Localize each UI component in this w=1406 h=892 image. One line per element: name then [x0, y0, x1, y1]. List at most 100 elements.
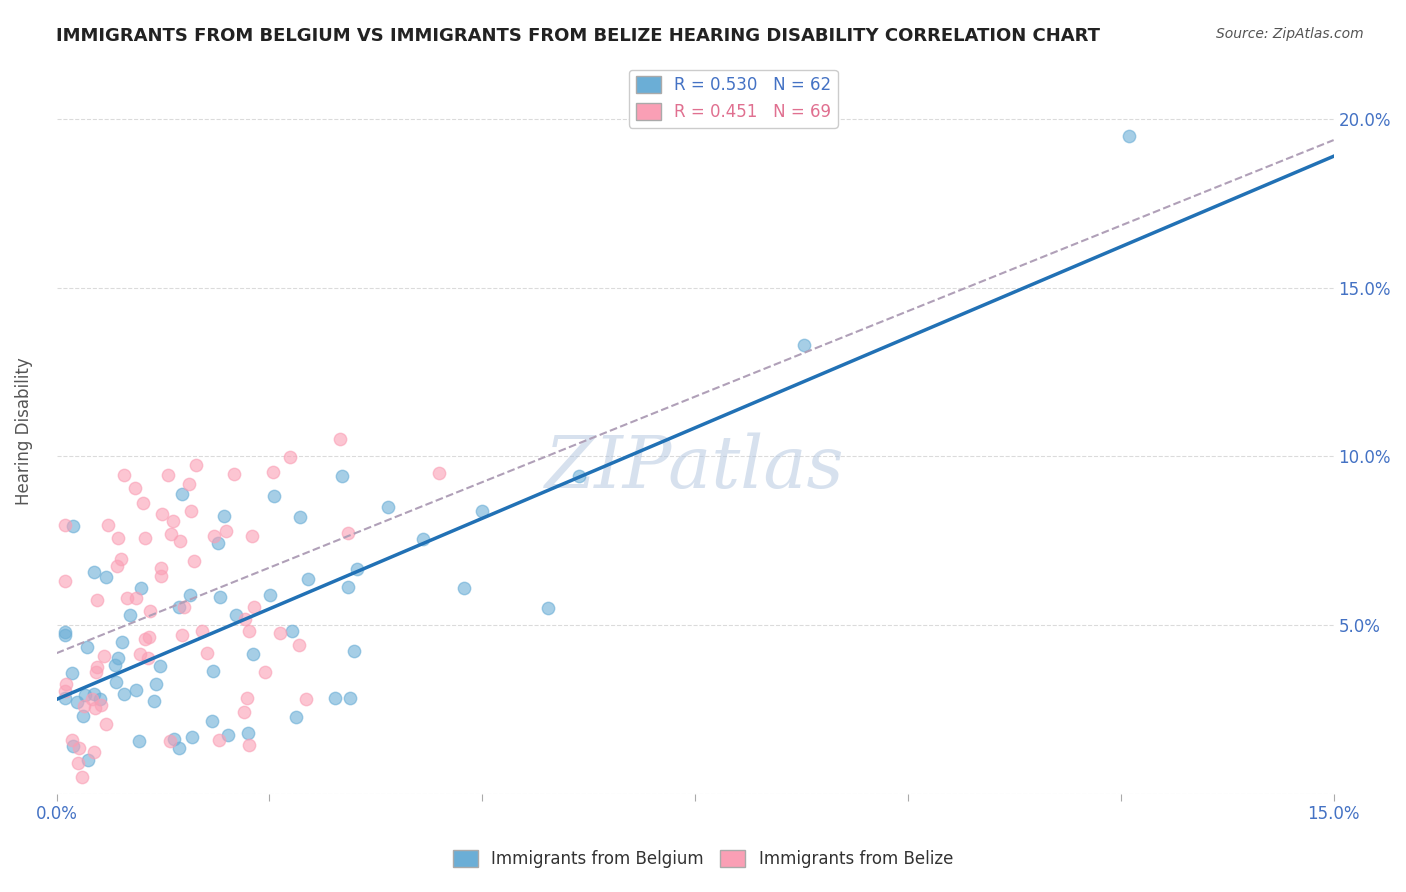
Point: [67, 756, 90, 770]
Point: [336, 580, 359, 594]
Point: [173, 599, 195, 614]
Point: [93, 649, 115, 664]
Point: [134, 531, 156, 545]
Text: ZIPatlas: ZIPatlas: [546, 432, 845, 502]
Y-axis label: Hearing Disability: Hearing Disability: [15, 357, 32, 505]
Point: [86, 660, 108, 674]
Point: [73, 688, 96, 702]
Point: [149, 560, 172, 574]
Point: [202, 664, 225, 678]
Point: [124, 591, 146, 606]
Point: [180, 504, 202, 518]
Point: [184, 458, 207, 473]
Point: [129, 647, 152, 661]
Point: [136, 651, 159, 665]
Point: [112, 468, 135, 483]
Point: [169, 534, 191, 549]
Point: [53, 518, 76, 533]
Point: [162, 514, 184, 528]
Point: [236, 690, 259, 705]
Point: [124, 481, 146, 495]
Point: [377, 500, 399, 515]
Point: [67, 741, 90, 756]
Point: [240, 529, 263, 543]
Point: [90, 698, 112, 712]
Point: [215, 524, 238, 539]
Point: [179, 477, 201, 491]
Point: [128, 734, 150, 748]
Point: [233, 705, 256, 719]
Point: [72, 708, 94, 723]
Point: [139, 604, 162, 618]
Point: [412, 532, 434, 546]
Point: [793, 338, 815, 352]
Point: [263, 489, 285, 503]
Point: [70, 770, 93, 784]
Point: [80, 692, 103, 706]
Point: [339, 691, 361, 706]
Point: [242, 647, 264, 661]
Point: [163, 732, 186, 747]
Point: [110, 552, 132, 566]
Point: [62, 732, 84, 747]
Point: [149, 659, 172, 673]
Point: [86, 592, 108, 607]
Point: [94, 570, 117, 584]
Point: [297, 572, 319, 586]
Point: [62, 739, 84, 753]
Point: [138, 630, 160, 644]
Point: [142, 694, 165, 708]
Point: [134, 632, 156, 646]
Point: [149, 568, 172, 582]
Point: [83, 687, 105, 701]
Legend: Immigrants from Belgium, Immigrants from Belize: Immigrants from Belgium, Immigrants from…: [446, 843, 960, 875]
Point: [89, 692, 111, 706]
Point: [346, 562, 368, 576]
Point: [238, 624, 260, 639]
Point: [131, 581, 153, 595]
Point: [112, 687, 135, 701]
Point: [253, 665, 276, 679]
Point: [343, 644, 366, 658]
Point: [83, 745, 105, 759]
Point: [53, 574, 76, 588]
Point: [125, 683, 148, 698]
Point: [453, 581, 475, 595]
Point: [53, 683, 76, 698]
Point: [179, 588, 201, 602]
Point: [330, 469, 353, 483]
Point: [53, 625, 76, 640]
Point: [242, 599, 264, 614]
Point: [262, 465, 284, 479]
Point: [66, 695, 89, 709]
Point: [73, 698, 96, 713]
Point: [427, 467, 450, 481]
Point: [336, 525, 359, 540]
Point: [217, 728, 239, 742]
Point: [225, 608, 247, 623]
Point: [172, 628, 194, 642]
Point: [195, 646, 218, 660]
Point: [236, 726, 259, 740]
Point: [323, 691, 346, 706]
Point: [207, 733, 229, 747]
Point: [120, 607, 142, 622]
Point: [53, 628, 76, 642]
Point: [202, 528, 225, 542]
Point: [209, 591, 232, 605]
Point: [288, 509, 311, 524]
Point: [212, 509, 235, 524]
Point: [107, 650, 129, 665]
Legend: R = 0.530   N = 62, R = 0.451   N = 69: R = 0.530 N = 62, R = 0.451 N = 69: [628, 70, 838, 128]
Point: [150, 507, 173, 521]
Point: [172, 487, 194, 501]
Point: [83, 565, 105, 579]
Point: [224, 467, 246, 481]
Point: [284, 709, 307, 723]
Point: [167, 740, 190, 755]
Point: [288, 638, 311, 652]
Point: [537, 600, 560, 615]
Point: [238, 738, 260, 752]
Point: [55, 677, 77, 691]
Point: [159, 734, 181, 748]
